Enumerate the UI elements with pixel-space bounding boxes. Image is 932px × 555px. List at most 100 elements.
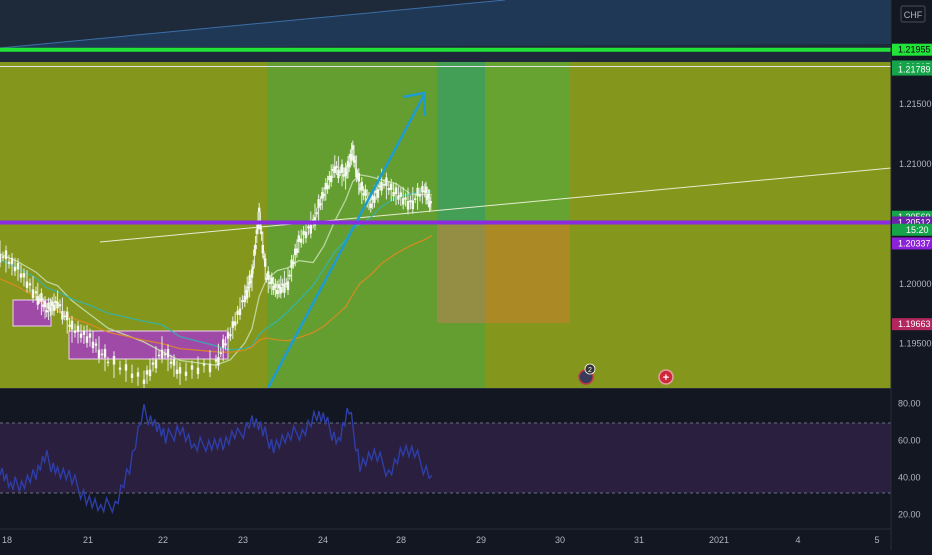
candle-body [409, 200, 412, 203]
candle-body [411, 200, 414, 210]
candle-body [34, 291, 38, 294]
candle-body [351, 145, 354, 150]
candle-body [42, 304, 45, 307]
candle-body [217, 357, 220, 366]
candle-body [270, 277, 273, 284]
candle-body [428, 200, 431, 208]
candle-body [157, 354, 161, 357]
candle-body [246, 289, 249, 299]
candle-body [151, 362, 155, 365]
candle-body [94, 343, 98, 346]
candle-body [166, 349, 170, 358]
candle-body [348, 162, 351, 168]
candle-body [66, 311, 69, 321]
candle-body [358, 188, 362, 190]
candle-body [394, 187, 398, 194]
projection-arrow-line [266, 94, 426, 389]
candle-body [236, 310, 239, 315]
candle-body [286, 281, 290, 291]
candle-body [70, 320, 74, 330]
candle-body [91, 341, 95, 349]
price-axis-labels: 1.215001.210001.205001.200001.195001.219… [892, 43, 932, 349]
price-label-box-6 [892, 318, 932, 331]
candle-body [322, 194, 326, 197]
candle-body [255, 229, 258, 234]
white-trend-line [99, 167, 892, 243]
level-lines [0, 47, 891, 225]
candle-body [258, 207, 261, 212]
candle-body [219, 352, 222, 354]
candle-body [276, 289, 279, 295]
candle-body [58, 304, 62, 307]
candle-body [238, 308, 242, 316]
candle-body [369, 203, 372, 208]
candle-body [294, 248, 297, 256]
price-tick-3: 1.20000 [899, 279, 932, 289]
time-label-8: 31 [634, 535, 644, 545]
candle-body [285, 282, 288, 285]
candle-body [356, 175, 359, 177]
candle-body [124, 364, 128, 371]
price-axis[interactable] [891, 0, 932, 550]
candle-body [253, 249, 256, 256]
green-zone-right [485, 62, 570, 222]
candle-body [427, 193, 430, 199]
candle-body [234, 321, 237, 326]
event-marker-ch[interactable]: + [658, 369, 674, 385]
candle-body [352, 156, 356, 163]
candle-body [85, 336, 89, 343]
candle-body [40, 293, 43, 302]
candle-body [337, 169, 340, 179]
candle-body [357, 173, 360, 182]
candle-body [333, 166, 336, 173]
target-zone [437, 62, 485, 222]
candle-body [264, 258, 267, 267]
candle-body [202, 363, 206, 366]
time-label-5: 28 [396, 535, 406, 545]
rsi-band [0, 423, 891, 493]
countdown-box [892, 223, 932, 236]
candle-body [324, 182, 327, 190]
candle-body [295, 248, 299, 253]
candle-body [416, 187, 419, 197]
candle-body [248, 275, 251, 284]
candle-body [371, 195, 374, 200]
candle-body [178, 367, 182, 374]
candle-body [28, 283, 32, 286]
time-label-10: 4 [795, 535, 800, 545]
candle-body [326, 184, 329, 190]
time-label-7: 30 [555, 535, 565, 545]
event-marker-uk[interactable]: 2 [578, 363, 596, 385]
candle-body [190, 365, 194, 370]
candle-body [54, 301, 57, 304]
time-axis[interactable] [0, 529, 891, 550]
price-tick-1: 1.21000 [899, 159, 932, 169]
moving-average-4 [0, 174, 433, 366]
time-label-9: 2021 [709, 535, 729, 545]
candle-body [424, 186, 428, 194]
candle-body [375, 190, 378, 193]
candle-body [260, 231, 263, 234]
rsi-series [0, 403, 433, 515]
candle-body [43, 300, 47, 308]
price-label-6: 1.19663 [898, 319, 931, 329]
candle-body [88, 333, 92, 338]
candle-body [281, 283, 284, 286]
candle-body [319, 203, 322, 206]
candle-body [312, 219, 315, 222]
candle-body [49, 307, 52, 312]
candle-body [175, 369, 179, 374]
candle-body [309, 224, 312, 234]
upper-channel-shape [0, 0, 891, 48]
currency-box[interactable] [900, 5, 926, 23]
moving-averages [0, 174, 433, 366]
candle-body [247, 286, 250, 289]
candle-body [36, 296, 39, 305]
candle-body [7, 261, 11, 264]
candle-body [222, 339, 225, 348]
candle-body [421, 185, 424, 193]
candle-body [397, 195, 400, 200]
candle-body [302, 230, 305, 236]
rsi-tick-0: 80.00 [898, 399, 921, 409]
